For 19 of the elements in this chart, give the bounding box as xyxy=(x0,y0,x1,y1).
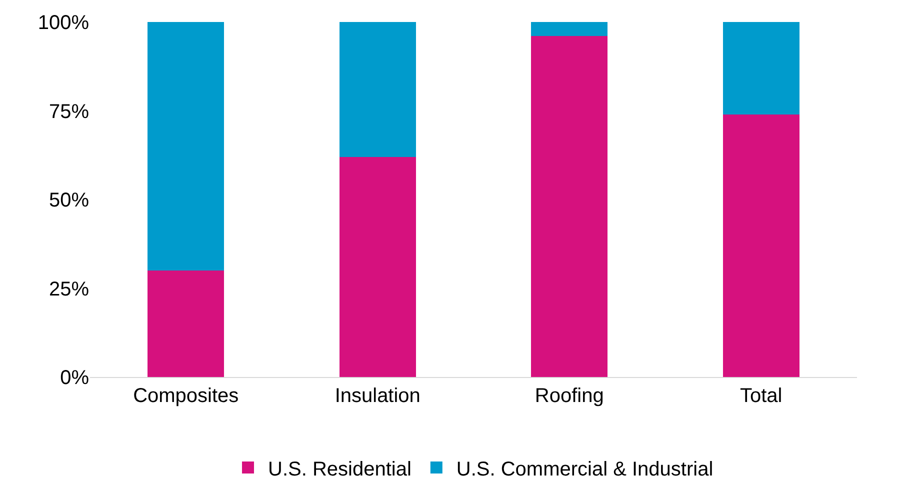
bar xyxy=(531,36,608,377)
bar xyxy=(722,114,800,377)
x-tick-label: Composites xyxy=(133,385,239,407)
bar xyxy=(339,22,416,157)
y-tick-label: 100% xyxy=(38,12,90,34)
y-tick-label: 75% xyxy=(48,100,90,123)
x-tick-label: Total xyxy=(740,385,782,407)
y-tick-label: 0% xyxy=(60,367,90,389)
bar xyxy=(148,22,224,270)
x-tick-label: Insulation xyxy=(334,385,420,407)
legend-label: U.S. Residential xyxy=(268,458,412,480)
x-tick-label: Roofing xyxy=(534,385,604,407)
bar xyxy=(722,22,800,114)
legend-label: U.S. Commercial & Industrial xyxy=(456,458,714,480)
y-tick-label: 25% xyxy=(48,278,90,300)
y-tick-label: 50% xyxy=(48,190,90,212)
bar xyxy=(339,156,416,377)
bar xyxy=(148,270,224,377)
bar xyxy=(531,22,608,36)
